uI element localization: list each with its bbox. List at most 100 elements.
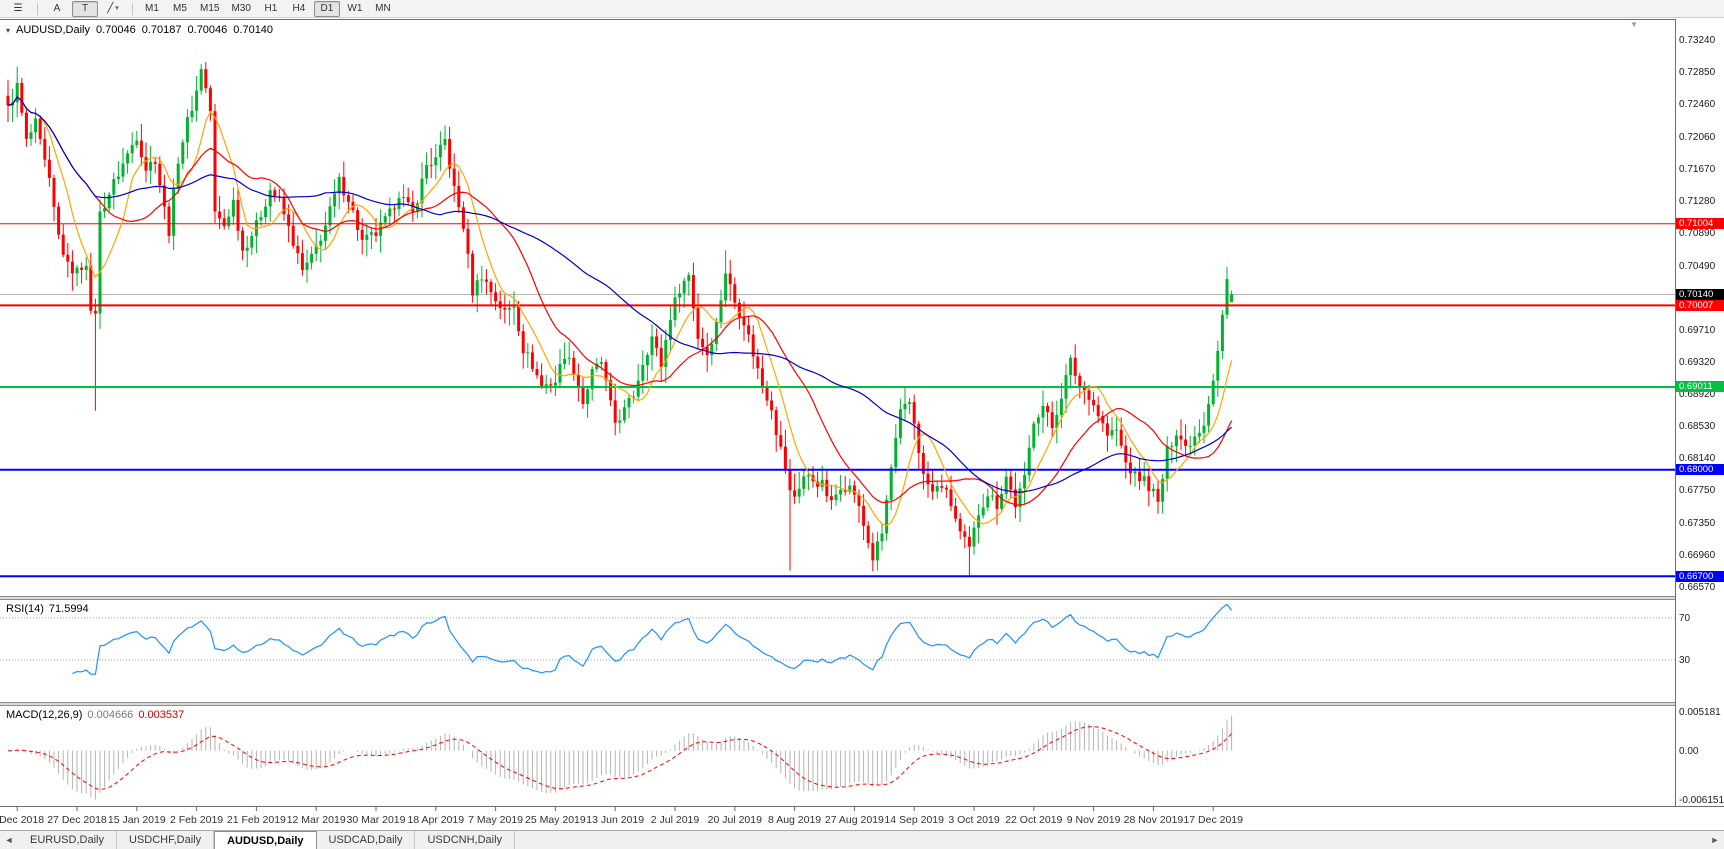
svg-text:3 Oct 2019: 3 Oct 2019 [948, 814, 1000, 826]
toolbar-separator [37, 2, 38, 15]
timeframe-h4-button[interactable]: H4 [292, 2, 306, 14]
chart-tab-eurusd[interactable]: EURUSD,Daily [18, 831, 117, 849]
line-tool-button[interactable]: ╱ ▾ [107, 2, 119, 14]
svg-text:2 Jul 2019: 2 Jul 2019 [651, 814, 700, 826]
main-price-chart[interactable] [0, 20, 1676, 596]
svg-text:7 May 2019: 7 May 2019 [468, 814, 523, 826]
ohlc-low: 0.70046 [187, 24, 228, 36]
macd-signal-line [8, 726, 1232, 790]
rsi-level-label: 70 [1679, 613, 1691, 624]
macd-name: MACD(12,26,9) [6, 709, 83, 721]
timeframe-button-group: M1 M5 M15 M30 H1 H4 D1 W1 MN [138, 0, 397, 17]
svg-text:30 Mar 2019: 30 Mar 2019 [347, 814, 406, 826]
hline-price-tag: 0.70007 [1676, 300, 1724, 311]
price-axis-separator [1675, 19, 1676, 806]
macd-axis-label: 0.005181 [1679, 707, 1721, 718]
timeframe-m5-button[interactable]: M5 [173, 2, 187, 14]
rsi-indicator-label: RSI(14) 71.5994 [6, 603, 89, 615]
panel-splitter[interactable] [0, 596, 1724, 600]
chart-tab-usdcad[interactable]: USDCAD,Daily [317, 831, 416, 849]
rsi-panel[interactable] [0, 600, 1676, 702]
hline-price-tag: 0.69011 [1676, 381, 1724, 392]
price-axis-label: 0.71280 [1679, 196, 1716, 207]
price-axis-label: 0.70890 [1679, 228, 1716, 239]
svg-text:12 Mar 2019: 12 Mar 2019 [287, 814, 346, 826]
tabbar-spacer [515, 831, 1706, 849]
svg-text:8 Dec 2018: 8 Dec 2018 [0, 814, 44, 826]
svg-text:9 Nov 2019: 9 Nov 2019 [1067, 814, 1121, 826]
macd-indicator-label: MACD(12,26,9) 0.004666 0.003537 [6, 709, 184, 721]
rsi-value: 71.5994 [48, 603, 89, 615]
macd-axis-label: -0.006151 [1679, 795, 1724, 806]
price-axis-label: 0.72460 [1679, 99, 1716, 110]
text-tool-button[interactable]: T [72, 0, 98, 17]
price-axis-label: 0.71670 [1679, 164, 1716, 175]
timeframe-d1-button[interactable]: D1 [313, 0, 340, 17]
price-axis[interactable]: 0.73240 0.72850 0.72460 0.72060 0.71670 0.712… [1676, 19, 1724, 806]
toolbar: ☰ A T ╱ ▾ M1 M5 M15 M30 H1 H4 D1 W1 MN [0, 0, 1724, 18]
svg-text:18 Apr 2019: 18 Apr 2019 [407, 814, 464, 826]
svg-text:14 Sep 2019: 14 Sep 2019 [884, 814, 944, 826]
tabs-scroll-right-icon[interactable]: ► [1710, 835, 1720, 845]
price-axis-label: 0.70490 [1679, 261, 1716, 272]
svg-text:2 Feb 2019: 2 Feb 2019 [170, 814, 223, 826]
hline-price-tag: 0.68000 [1676, 464, 1724, 475]
svg-text:20 Jul 2019: 20 Jul 2019 [708, 814, 762, 826]
rsi-level-label: 30 [1679, 655, 1691, 666]
timeframe-h1-button[interactable]: H1 [264, 2, 278, 14]
macd-panel[interactable] [0, 706, 1676, 806]
caret-down-icon: ▾ [115, 4, 119, 12]
price-axis-label: 0.66570 [1679, 582, 1716, 593]
menu-icon[interactable]: ☰ [5, 1, 31, 17]
tool-button-group: A T ╱ ▾ [43, 0, 127, 17]
chart-tabs: EURUSD,Daily USDCHF,Daily AUDUSD,Daily USDC… [18, 831, 516, 849]
price-axis-label: 0.68920 [1679, 389, 1716, 400]
chart-title: ▾ AUDUSD,Daily 0.70046 0.70187 0.70046 0… [6, 24, 273, 36]
tabs-scroll-left-icon[interactable]: ◄ [4, 835, 14, 845]
price-axis-label: 0.72850 [1679, 67, 1716, 78]
price-axis-label: 0.69710 [1679, 325, 1716, 336]
price-axis-label: 0.72060 [1679, 132, 1716, 143]
symbol-label: AUDUSD,Daily [16, 24, 90, 36]
macd-main-value: 0.004666 [87, 709, 134, 721]
horizontal-lines[interactable] [0, 223, 1676, 578]
chart-tab-usdchf[interactable]: USDCHF,Daily [117, 831, 215, 849]
ohlc-high: 0.70187 [141, 24, 182, 36]
current-price-tag: 0.70140 [1676, 289, 1724, 300]
chart-tab-audusd[interactable]: AUDUSD,Daily [214, 831, 317, 849]
macd-signal-value: 0.003537 [138, 709, 185, 721]
price-axis-label: 0.66960 [1679, 550, 1716, 561]
timeframe-w1-button[interactable]: W1 [347, 2, 363, 14]
timeframe-m30-button[interactable]: M30 [231, 2, 251, 14]
svg-text:22 Oct 2019: 22 Oct 2019 [1005, 814, 1062, 826]
cursor-tool-button[interactable]: A [53, 2, 61, 14]
price-axis-label: 0.67750 [1679, 485, 1716, 496]
price-axis-label: 0.68530 [1679, 421, 1716, 432]
moving-averages [7, 96, 1233, 527]
price-axis-label: 0.67350 [1679, 518, 1716, 529]
timeframe-m1-button[interactable]: M1 [145, 2, 159, 14]
macd-histogram [12, 715, 1233, 800]
svg-text:27 Dec 2018: 27 Dec 2018 [47, 814, 107, 826]
svg-text:17 Dec 2019: 17 Dec 2019 [1183, 814, 1243, 826]
chart-tab-usdcnh[interactable]: USDCNH,Daily [415, 831, 516, 849]
rsi-name: RSI(14) [6, 603, 44, 615]
menu-glyph: ☰ [13, 2, 23, 14]
svg-text:28 Nov 2019: 28 Nov 2019 [1124, 814, 1184, 826]
ohlc-close: 0.70140 [233, 24, 274, 36]
svg-text:13 Jun 2019: 13 Jun 2019 [586, 814, 644, 826]
panel-splitter[interactable] [0, 702, 1724, 706]
hline-price-tag: 0.71004 [1676, 218, 1724, 229]
timeframe-mn-button[interactable]: MN [375, 2, 391, 14]
svg-text:27 Aug 2019: 27 Aug 2019 [825, 814, 884, 826]
ohlc-open: 0.70046 [95, 24, 136, 36]
candlesticks [6, 62, 1234, 577]
one-click-trading-icon[interactable]: ▾ [6, 25, 11, 35]
timeframe-m15-button[interactable]: M15 [200, 2, 220, 14]
rsi-line [72, 603, 1233, 675]
chart-shift-marker-icon[interactable]: ▼ [1630, 20, 1638, 29]
price-axis-label: 0.68140 [1679, 453, 1716, 464]
